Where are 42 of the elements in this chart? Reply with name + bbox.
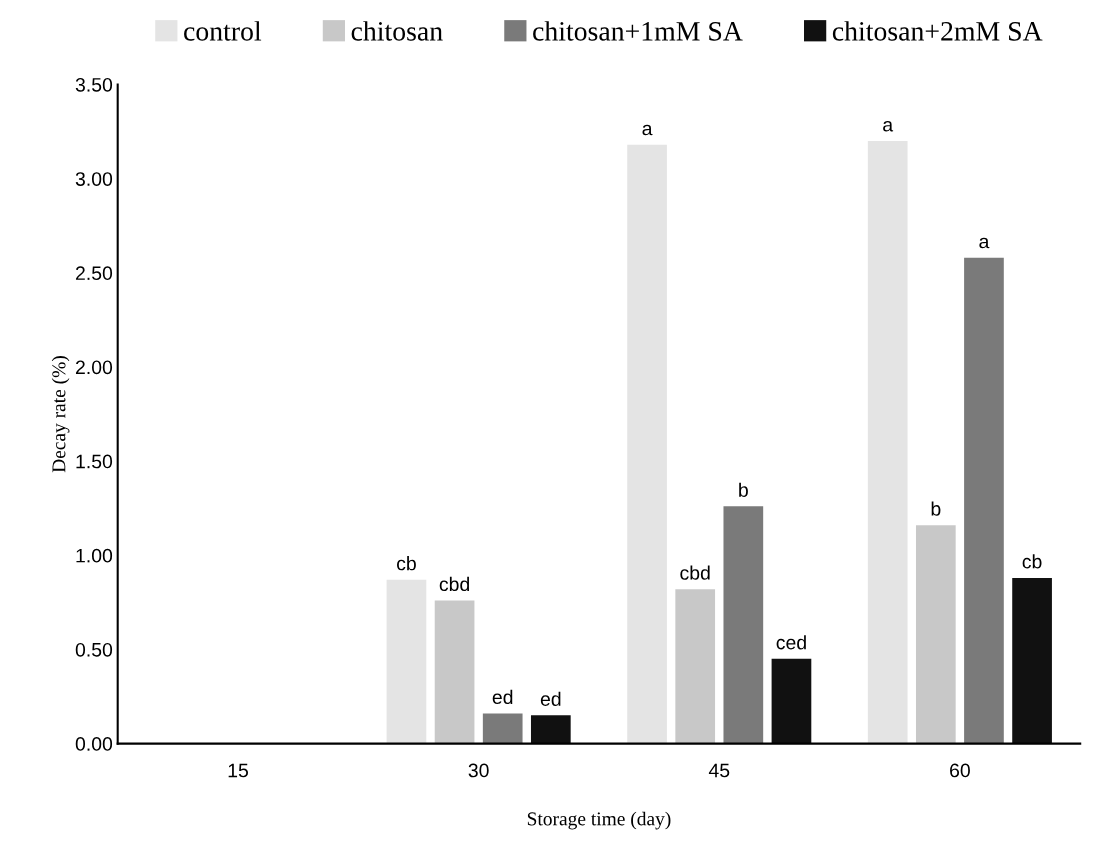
data-label: b xyxy=(931,501,941,516)
y-axis-title: Decay rate (%) xyxy=(51,356,70,473)
x-tick-label: 30 xyxy=(468,763,489,778)
x-axis-title: Storage time (day) xyxy=(527,811,671,830)
y-tick-label: 3.50 xyxy=(75,77,113,92)
data-label: cb xyxy=(1022,554,1042,569)
data-label: a xyxy=(979,237,990,249)
bar xyxy=(675,589,716,744)
data-label: ced xyxy=(776,635,806,650)
legend-label: chitosan xyxy=(351,21,443,41)
y-tick-label: 2.50 xyxy=(75,266,113,281)
bar xyxy=(434,600,475,744)
legend-label: chitosan+2mM SA xyxy=(832,21,1043,41)
data-label: a xyxy=(642,124,653,136)
bar xyxy=(915,525,956,744)
data-label: ed xyxy=(540,691,561,706)
data-label: cbd xyxy=(439,576,469,592)
bar xyxy=(627,144,667,744)
bar xyxy=(1012,577,1052,744)
x-tick-label: 60 xyxy=(950,763,970,778)
y-tick-label: 2.00 xyxy=(75,360,113,375)
legend-label: control xyxy=(184,21,262,41)
bar xyxy=(964,257,1004,744)
legend-label: chitosan+1mM SA xyxy=(533,21,743,41)
bar xyxy=(771,658,812,744)
y-tick-label: 3.00 xyxy=(75,172,113,186)
y-tick-label: 1.50 xyxy=(76,454,113,469)
data-label: a xyxy=(883,120,894,132)
bar xyxy=(723,506,764,744)
x-tick-label: 15 xyxy=(228,763,249,778)
data-label: cb xyxy=(397,556,416,571)
data-label: b xyxy=(739,482,748,497)
y-tick-label: 1.00 xyxy=(76,548,113,563)
x-tick-label: 45 xyxy=(708,763,730,778)
data-label: cbd xyxy=(680,565,710,580)
bar xyxy=(530,715,571,744)
bar xyxy=(482,713,523,744)
y-tick-label: 0.00 xyxy=(75,737,113,751)
bar xyxy=(867,140,908,744)
y-tick-label: 0.50 xyxy=(75,642,113,657)
bar xyxy=(386,579,427,744)
data-label: ed xyxy=(492,689,513,705)
